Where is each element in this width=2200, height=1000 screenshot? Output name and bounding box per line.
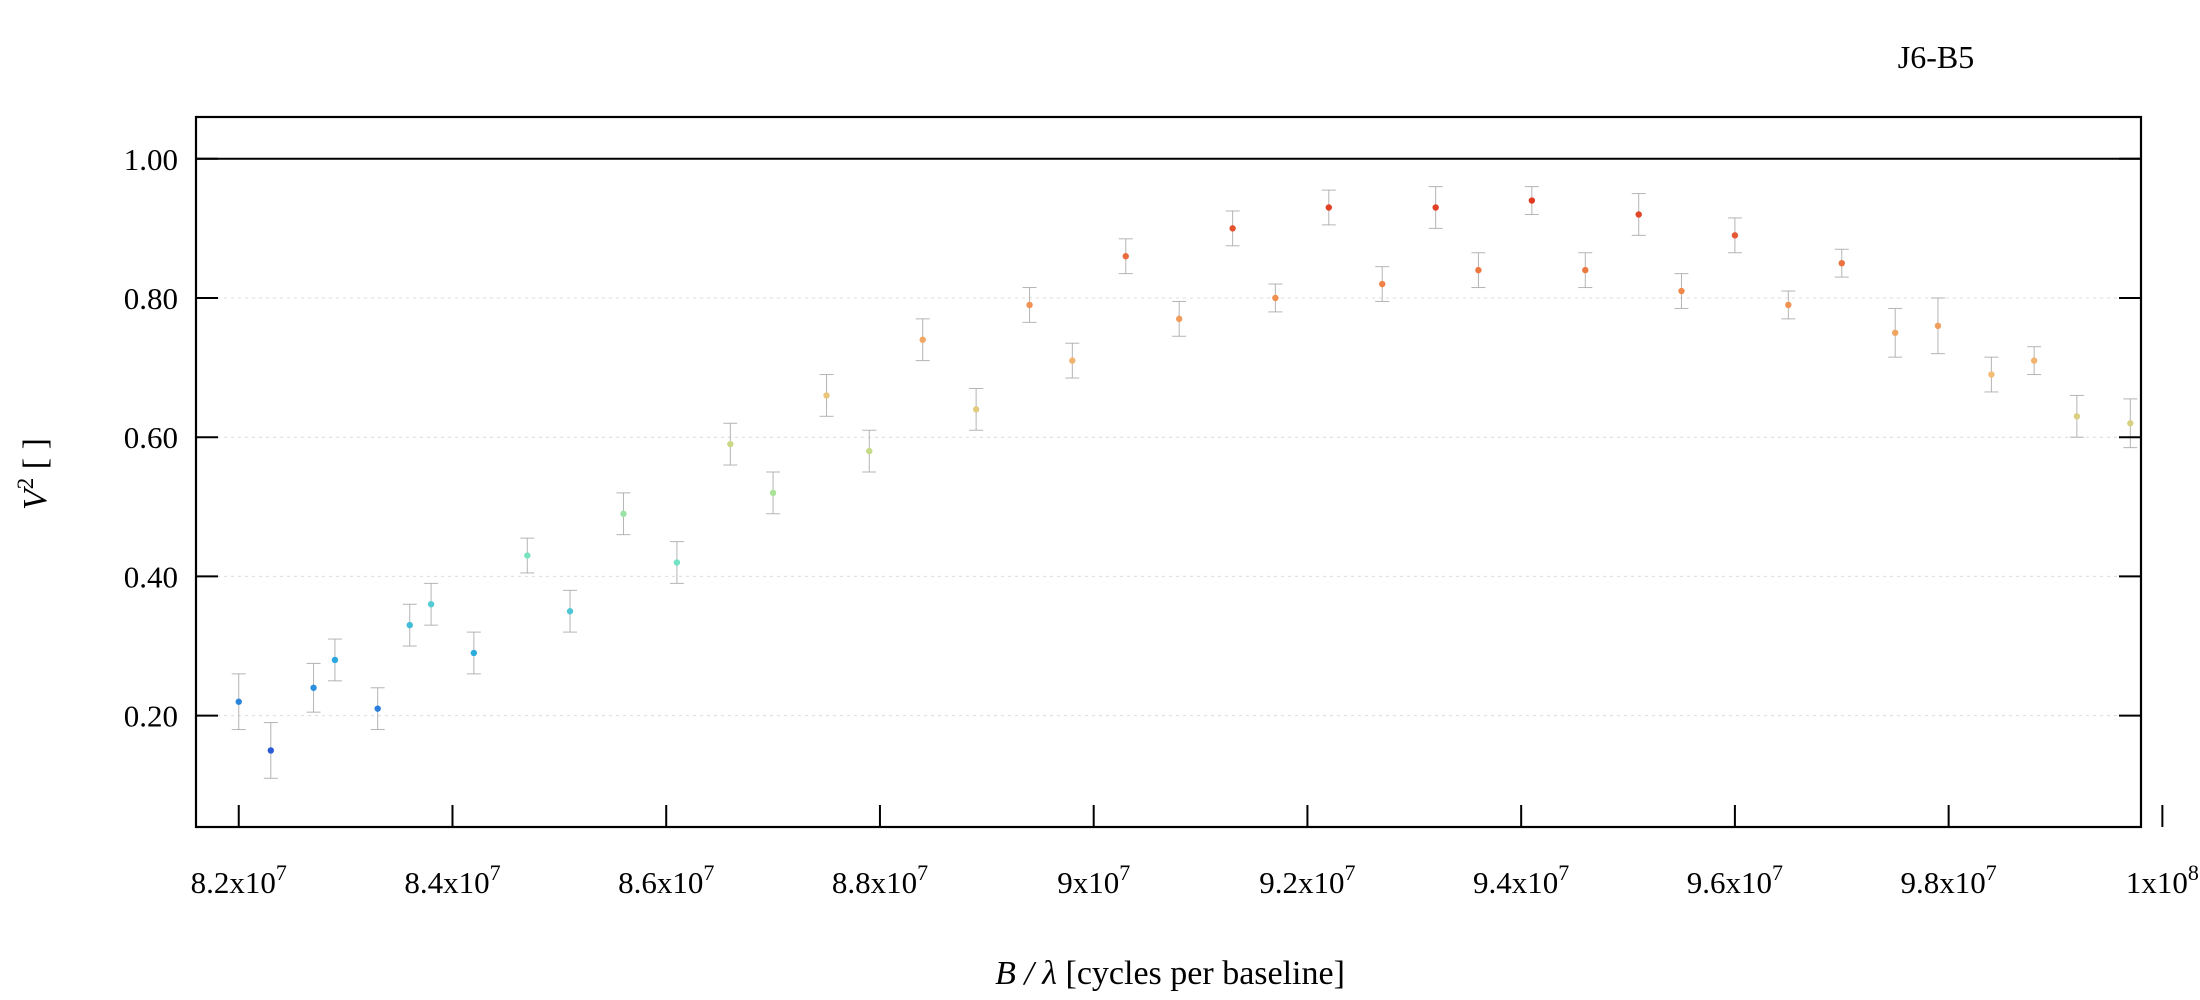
data-point — [823, 392, 830, 399]
x-tick-label: 8.8x107 — [832, 860, 928, 900]
data-point — [972, 406, 980, 413]
data-point — [1785, 301, 1792, 309]
data-point — [1892, 329, 1899, 336]
x-tick-label: 9.2x107 — [1259, 860, 1355, 900]
error-bars — [231, 186, 2138, 779]
data-point — [1069, 357, 1076, 364]
data-point — [1988, 371, 1995, 378]
data-point — [1122, 253, 1129, 260]
x-axis-title-unit: [cycles per baseline] — [1057, 955, 1345, 992]
y-tick-label: 0.80 — [124, 281, 178, 316]
x-tick-label: 1x108 — [2126, 860, 2199, 900]
data-point — [310, 684, 317, 691]
data-point — [1934, 322, 1942, 330]
data-point — [1325, 204, 1333, 211]
data-point — [470, 649, 478, 657]
x-tick-label: 8.2x107 — [191, 860, 287, 900]
data-point — [1229, 225, 1236, 232]
data-point — [727, 440, 734, 448]
data-point — [331, 656, 339, 664]
data-point — [919, 336, 926, 343]
x-tick-labels: 8.2x107 8.4x107 8.6x107 8.8x107 9x107 9.2x107… — [191, 860, 2199, 900]
x-tick-label: 9.8x107 — [1901, 860, 1997, 900]
data-point — [524, 552, 531, 559]
y-tick-label: 0.40 — [124, 559, 178, 594]
data-point — [1731, 232, 1739, 239]
data-point — [1026, 301, 1033, 309]
data-point — [267, 747, 275, 754]
x-tick-label: 9.6x107 — [1687, 860, 1783, 900]
y-tick-label: 0.20 — [124, 699, 178, 734]
data-point — [374, 705, 381, 712]
axis-ticks — [196, 157, 2164, 827]
plot-frame — [194, 115, 2143, 829]
x-tick-label: 8.6x107 — [618, 860, 714, 900]
data-point — [1175, 315, 1183, 323]
y-tick-labels: 0.20 0.40 0.60 0.80 1.00 — [124, 142, 178, 734]
data-point — [406, 621, 413, 629]
data-point — [673, 559, 681, 566]
data-point — [1528, 197, 1536, 204]
y-axis-title-superscript: 2 — [13, 478, 38, 490]
x-axis-title: B / λ [cycles per baseline] — [995, 955, 1345, 992]
y-tick-label: 1.00 — [124, 142, 178, 177]
data-point — [235, 698, 242, 705]
data-point — [2073, 413, 2081, 420]
data-point — [620, 510, 627, 517]
data-point — [566, 608, 574, 615]
grid-lines — [196, 297, 2141, 717]
chart-subtitle: J6-B5 — [1898, 39, 1974, 75]
data-point — [1475, 266, 1482, 274]
data-points — [235, 197, 2134, 754]
x-tick-label: 9.4x107 — [1473, 860, 1569, 900]
y-axis-title-unit: [ ] — [17, 438, 54, 478]
data-point — [1272, 294, 1279, 302]
y-tick-label: 0.60 — [124, 420, 178, 455]
data-point — [769, 489, 777, 497]
data-point — [1432, 204, 1439, 211]
x-tick-label: 8.4x107 — [404, 860, 500, 900]
data-point — [866, 447, 873, 455]
data-point — [1678, 287, 1685, 295]
y-axis-title: V2 [ ] — [13, 438, 54, 510]
data-point — [1582, 266, 1589, 274]
data-point — [2030, 357, 2038, 364]
x-tick-label: 9x107 — [1057, 860, 1130, 900]
data-point — [2127, 420, 2134, 427]
data-point — [1635, 211, 1642, 218]
data-point — [1838, 259, 1845, 267]
x-axis-title-symbol: B / λ — [995, 955, 1057, 992]
data-point — [1379, 280, 1386, 288]
data-point — [427, 601, 435, 608]
